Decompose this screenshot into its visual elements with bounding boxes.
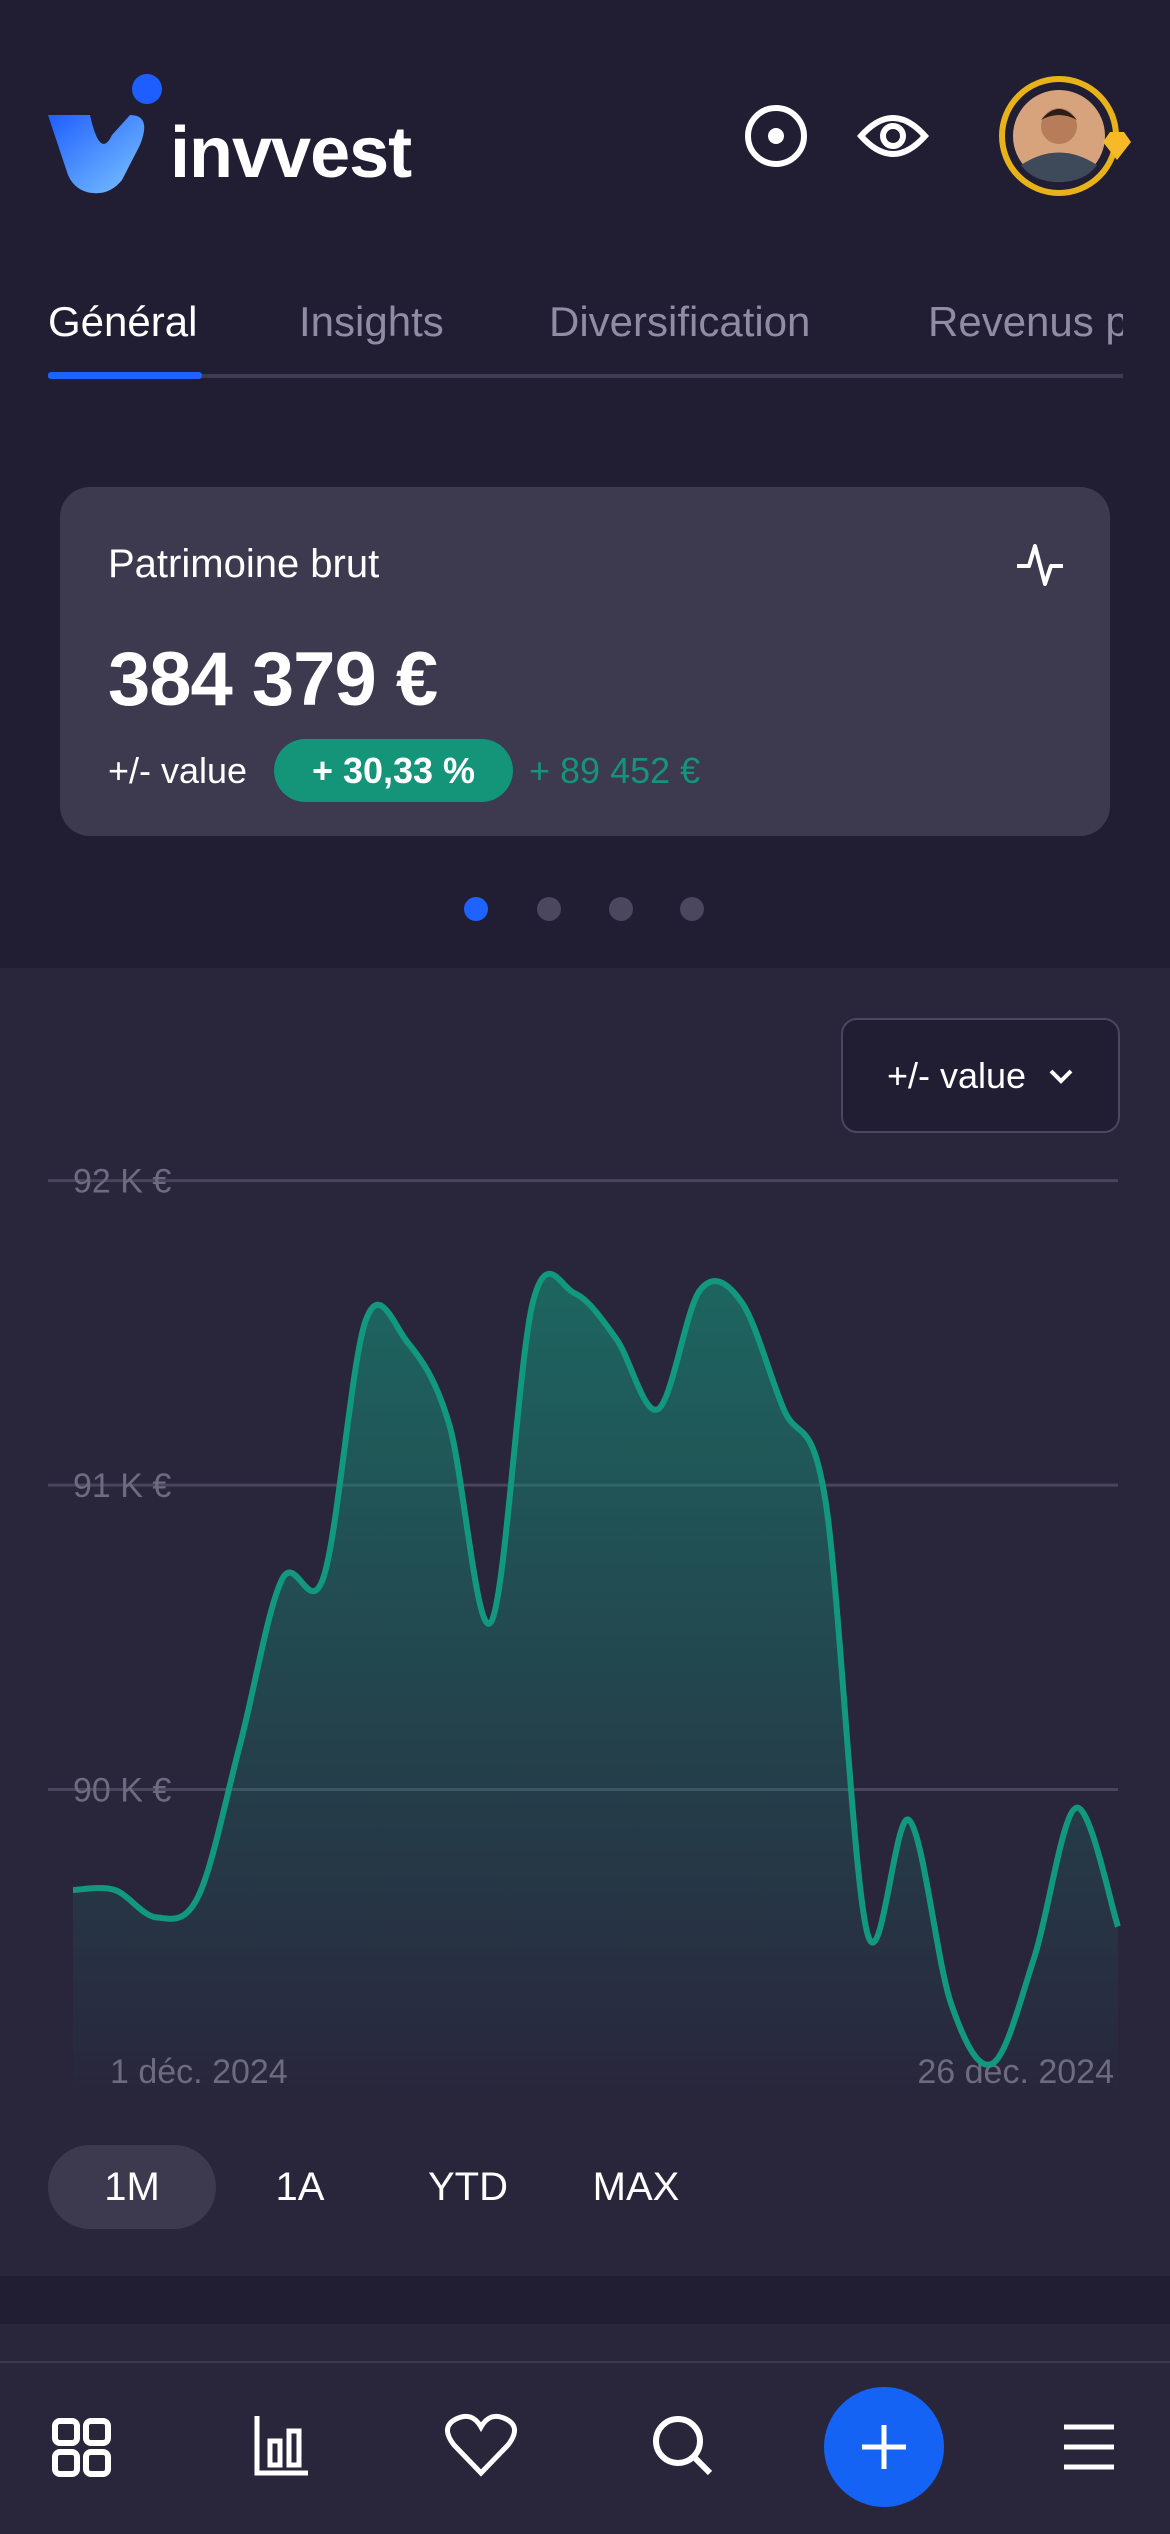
area <box>73 1273 1118 2094</box>
range-button[interactable]: 1M <box>48 2145 216 2229</box>
card-value: 384 379 € <box>108 637 438 722</box>
brand: invvest <box>170 113 412 193</box>
nav-favorites[interactable] <box>445 2413 517 2477</box>
tab-track <box>48 374 1123 378</box>
change-label: +/- value <box>108 750 248 791</box>
y-tick-label: 90 K € <box>73 1772 171 1810</box>
chevron <box>1049 1069 1073 1084</box>
target-button[interactable] <box>740 100 812 172</box>
visibility-button[interactable] <box>855 100 931 172</box>
bottom-nav <box>0 2361 1170 2534</box>
tab-indicator <box>48 372 202 379</box>
y-tick-label: 91 K € <box>73 1467 171 1505</box>
change-amount: + 89 452 € <box>529 750 701 791</box>
line <box>72 1270 1121 2068</box>
nav-dashboard[interactable] <box>52 2418 111 2477</box>
logo-icon <box>48 74 162 194</box>
tab[interactable]: Insights <box>299 298 444 345</box>
pulse-icon[interactable] <box>1015 540 1065 590</box>
range-button[interactable]: MAX <box>592 2164 680 2209</box>
change-percent: + 30,33 % <box>274 739 513 802</box>
range-button[interactable]: YTD <box>428 2164 508 2209</box>
nav-stats[interactable] <box>254 2416 308 2476</box>
y-tick-label: 92 K € <box>73 1163 171 1201</box>
nav-icons <box>52 2387 1114 2507</box>
tab[interactable]: Diversification <box>549 298 811 345</box>
metric-dropdown[interactable]: +/- value <box>841 1018 1120 1133</box>
tab[interactable]: Général <box>48 298 198 345</box>
nav-menu[interactable] <box>1064 2424 1114 2470</box>
dropdown-label: +/- value <box>886 1054 1027 1096</box>
avatar-button[interactable] <box>995 70 1145 202</box>
tab[interactable]: Revenus p <box>928 298 1123 345</box>
wealth-card[interactable] <box>60 487 1110 836</box>
range-button[interactable]: 1A <box>275 2164 325 2209</box>
nav-search[interactable] <box>653 2416 713 2476</box>
nav-add[interactable] <box>824 2387 944 2507</box>
card-title: Patrimoine brut <box>108 542 380 586</box>
pager-dots <box>464 897 704 921</box>
